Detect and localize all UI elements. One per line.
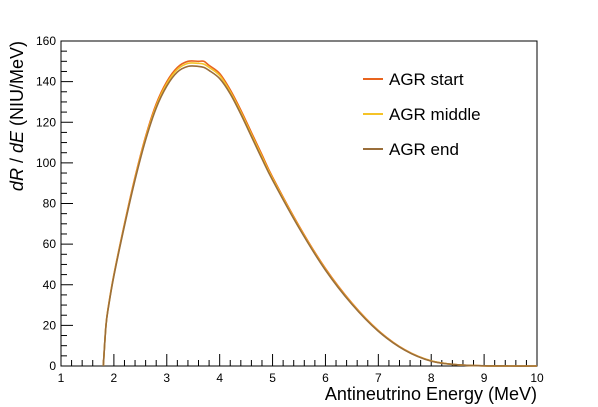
x-tick-label: 1: [58, 371, 65, 385]
x-tick-label: 4: [216, 371, 223, 385]
y-tick-label: 160: [36, 34, 56, 48]
y-axis-title-dr: dR: [7, 168, 27, 191]
x-tick-label: 2: [111, 371, 118, 385]
legend: AGR start AGR middle AGR end: [363, 70, 481, 159]
y-axis-title: dR / dE (NIU/MeV): [7, 41, 27, 191]
series-lines: [102, 60, 538, 367]
x-axis-title: Antineutrino Energy (MeV): [325, 384, 537, 404]
x-tick-label: 10: [530, 371, 544, 385]
x-tick-label: 3: [163, 371, 170, 385]
y-tick-label: 60: [43, 237, 57, 251]
x-tick-label: 9: [481, 371, 488, 385]
x-axis-ticks: [60, 354, 538, 366]
y-tick-label: 0: [49, 359, 56, 373]
y-tick-label: 140: [36, 75, 56, 89]
y-tick-label: 20: [43, 318, 57, 332]
y-tick-label: 100: [36, 156, 56, 170]
x-tick-label: 5: [269, 371, 276, 385]
x-tick-label: 6: [322, 371, 329, 385]
legend-label-agr-end: AGR end: [389, 140, 459, 159]
y-axis-title-slash: /: [7, 153, 27, 168]
legend-label-agr-start: AGR start: [389, 70, 464, 89]
y-tick-label: 40: [43, 278, 57, 292]
series-line-agr-end: [102, 65, 538, 367]
y-axis-ticks: [61, 40, 73, 367]
x-axis-tick-labels: 1 2 3 4 5 6 7 8 9 10: [58, 371, 544, 385]
axes-frame: [60, 40, 538, 367]
y-axis-tick-labels: 0 20 40 60 80 100 120 140 160: [36, 34, 56, 373]
y-tick-label: 80: [43, 197, 57, 211]
x-tick-label: 8: [428, 371, 435, 385]
plot-frame: [60, 40, 538, 367]
y-axis-title-de: dE: [7, 130, 27, 153]
legend-label-agr-middle: AGR middle: [389, 105, 481, 124]
y-tick-label: 120: [36, 115, 56, 129]
x-tick-label: 7: [375, 371, 382, 385]
y-axis-title-unit: (NIU/MeV): [7, 41, 27, 131]
